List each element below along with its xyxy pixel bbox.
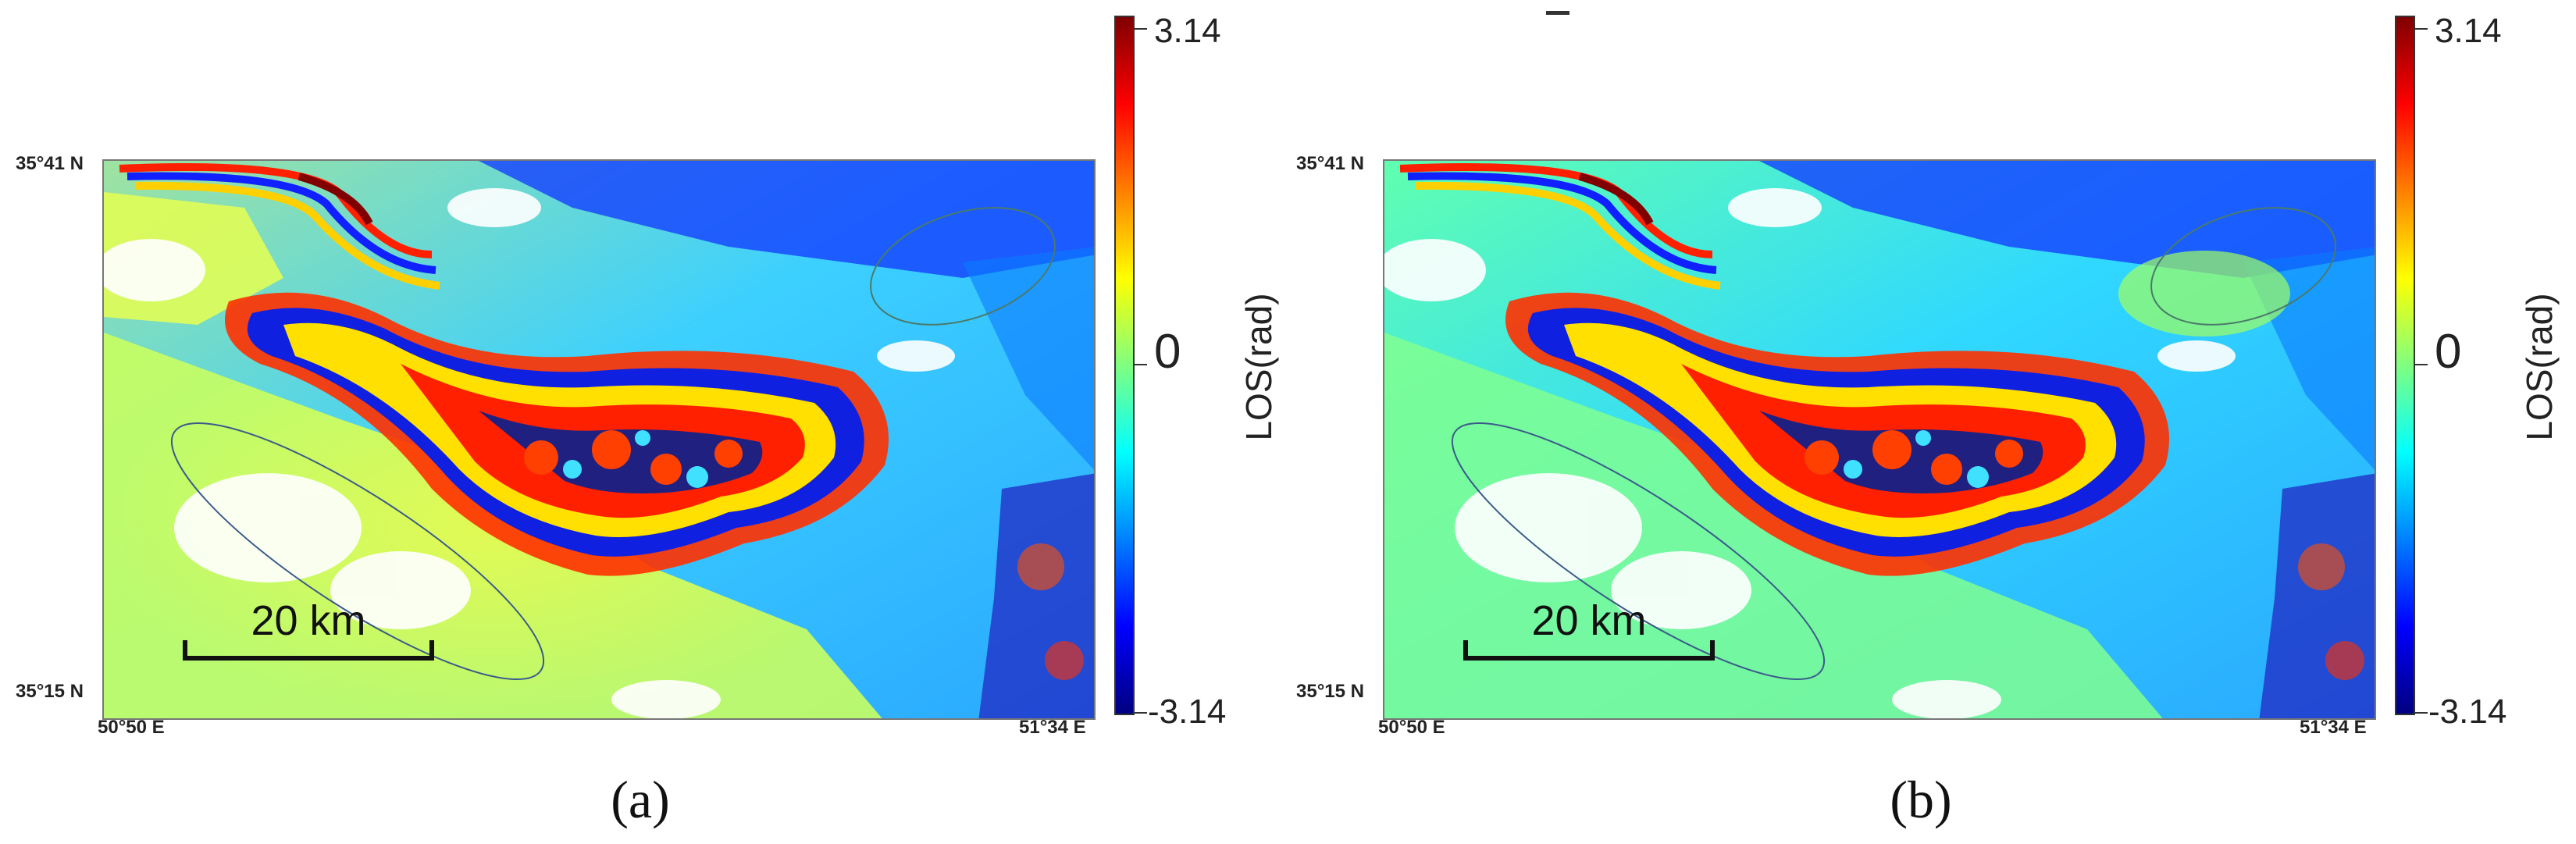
colorbar-min-label: -3.14 [1148, 693, 1227, 731]
scale-bar: 20 km [183, 600, 434, 662]
longitude-left-label: 50°50 E [1378, 717, 1445, 738]
scale-bar: 20 km [1463, 600, 1715, 662]
stray-dash-mark [1546, 11, 1569, 15]
colorbar-tick-min [2415, 712, 2428, 714]
colorbar-title: LOS(rad) [2519, 293, 2560, 441]
scale-bar-tick-left [183, 640, 187, 661]
colorbar-zero-label: 0 [2435, 325, 2462, 379]
panel-label-b: (b) [1890, 770, 1952, 829]
colorbar-tick-zero [1135, 364, 1147, 365]
scale-bar-label: 20 km [251, 597, 366, 644]
latitude-top-label: 35°41 N [1296, 153, 1364, 174]
longitude-left-label: 50°50 E [98, 717, 165, 738]
latitude-bottom-label: 35°15 N [16, 681, 84, 702]
colorbar-zero-label: 0 [1154, 325, 1181, 379]
scale-bar-label: 20 km [1531, 597, 1647, 644]
panel-a: 35°41 N 35°15 N 50°50 E 51°34 E 20 km 3.… [0, 0, 1281, 844]
panel-b: 35°41 N 35°15 N 50°50 E 51°34 E 20 km 3.… [1281, 0, 2561, 844]
interferogram-image-b [1384, 161, 2375, 718]
scale-bar-tick-left [1463, 640, 1468, 661]
colorbar-tick-max [1135, 28, 1147, 30]
colorbar-tick-max [2415, 28, 2428, 30]
panel-label-a: (a) [611, 770, 670, 829]
longitude-right-label: 51°34 E [1019, 717, 1086, 738]
colorbar-min-label: -3.14 [2428, 693, 2507, 731]
colorbar-title: LOS(rad) [1238, 293, 1279, 441]
colorbar-tick-min [1135, 712, 1147, 714]
colorbar-b [2395, 16, 2415, 715]
colorbar-max-label: 3.14 [2435, 12, 2502, 50]
colorbar-tick-zero [2415, 364, 2428, 365]
scale-bar-tick-right [1710, 640, 1715, 661]
interferogram-map-b [1383, 159, 2376, 720]
scale-bar-line [183, 656, 434, 661]
scale-bar-line [1463, 656, 1715, 661]
longitude-right-label: 51°34 E [2300, 717, 2367, 738]
latitude-top-label: 35°41 N [16, 153, 84, 174]
interferogram-map-a [102, 159, 1096, 720]
interferogram-image-a [104, 161, 1094, 718]
latitude-bottom-label: 35°15 N [1296, 681, 1364, 702]
colorbar-max-label: 3.14 [1154, 12, 1221, 50]
colorbar-a [1114, 16, 1135, 715]
scale-bar-tick-right [429, 640, 434, 661]
